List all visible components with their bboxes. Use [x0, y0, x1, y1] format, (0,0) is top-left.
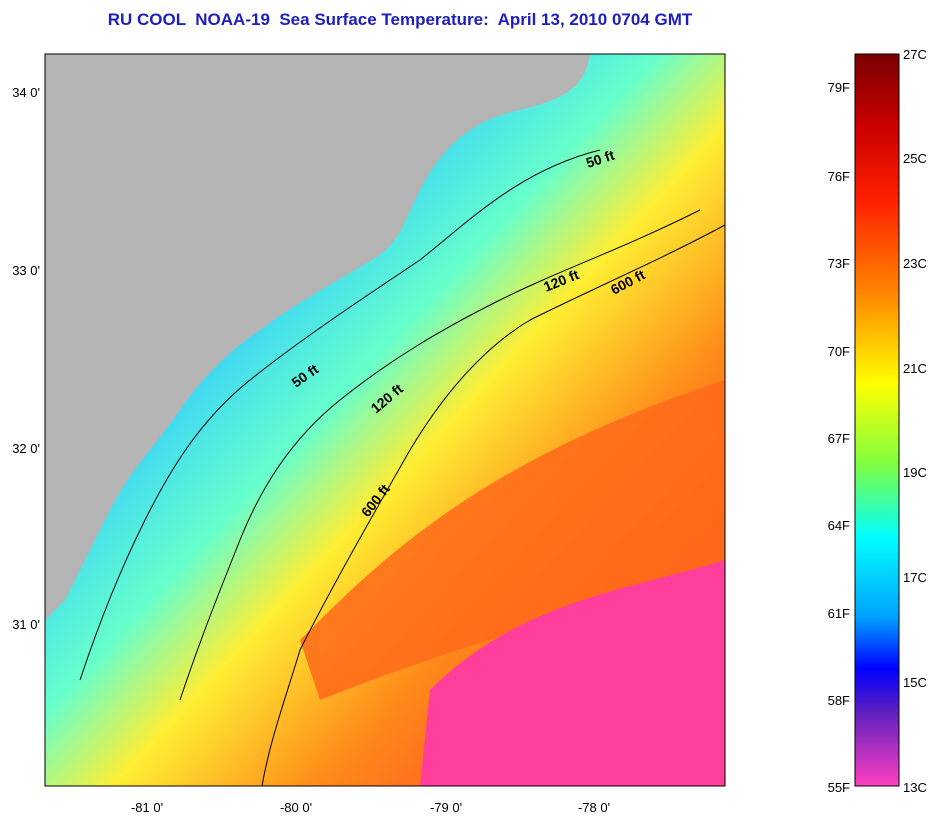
land-mask [45, 54, 590, 620]
colorbar-f-label: 61F [828, 606, 850, 621]
lat-label: 31 0' [12, 617, 40, 632]
colorbar-f-label: 79F [828, 80, 850, 95]
lat-label: 33 0' [12, 263, 40, 278]
gulf-stream-warm-region [300, 380, 725, 700]
colorbar-f-label: 73F [828, 256, 850, 271]
colorbar-c-label: 19C [903, 465, 927, 480]
contour-600ft [261, 224, 725, 786]
lon-label: -80 0' [280, 800, 312, 815]
colorbar-c-label: 25C [903, 151, 927, 166]
colorbar-f-label: 70F [828, 344, 850, 359]
cloud-mask-region [420, 560, 725, 786]
colorbar-f-label: 76F [828, 169, 850, 184]
colorbar-f-labels: 79F 76F 73F 70F 67F 64F 61F 58F 55F [828, 80, 850, 795]
colorbar-c-label: 23C [903, 256, 927, 271]
lon-label: -81 0' [131, 800, 163, 815]
lat-label: 32 0' [12, 441, 40, 456]
map-frame [44, 53, 726, 787]
colorbar-f-label: 58F [828, 693, 850, 708]
colorbar-c-labels: 27C 25C 23C 21C 19C 17C 15C 13C [903, 47, 927, 795]
colorbar-c-label: 27C [903, 47, 927, 62]
contour-50ft [79, 149, 601, 681]
lon-label: -78 0' [578, 800, 610, 815]
colorbar-c-label: 13C [903, 780, 927, 795]
colorbar-c-label: 21C [903, 361, 927, 376]
lon-label: -79 0' [430, 800, 462, 815]
colorbar-f-label: 64F [828, 518, 850, 533]
contour-120ft [179, 209, 701, 701]
colorbar-c-label: 17C [903, 570, 927, 585]
map-title: RU COOL NOAA-19 Sea Surface Temperature:… [107, 10, 693, 29]
colorbar-c-label: 15C [903, 675, 927, 690]
color-bar [854, 53, 900, 787]
colorbar-f-label: 55F [828, 780, 850, 795]
lat-label: 34 0' [12, 85, 40, 100]
colorbar-f-label: 67F [828, 431, 850, 446]
